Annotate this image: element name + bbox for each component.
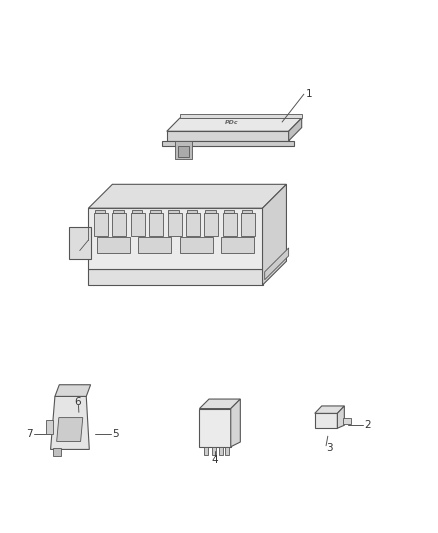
Bar bbox=[241, 213, 255, 236]
Polygon shape bbox=[199, 409, 231, 447]
Polygon shape bbox=[167, 131, 289, 141]
Bar bbox=[149, 213, 163, 236]
Bar bbox=[69, 227, 91, 259]
Text: 6: 6 bbox=[74, 397, 81, 407]
Bar bbox=[187, 210, 197, 213]
Bar bbox=[221, 237, 254, 253]
Polygon shape bbox=[88, 269, 262, 285]
Bar bbox=[95, 210, 106, 213]
Polygon shape bbox=[262, 184, 286, 285]
Bar bbox=[178, 146, 189, 157]
Text: 3: 3 bbox=[326, 443, 333, 453]
Bar bbox=[168, 213, 181, 236]
Bar bbox=[113, 210, 124, 213]
Text: 4: 4 bbox=[212, 455, 219, 465]
Bar bbox=[204, 447, 208, 455]
Polygon shape bbox=[55, 385, 91, 397]
Bar bbox=[219, 447, 223, 455]
Bar bbox=[94, 213, 108, 236]
Bar bbox=[223, 210, 234, 213]
Polygon shape bbox=[265, 248, 289, 280]
Polygon shape bbox=[162, 141, 294, 146]
Bar bbox=[150, 210, 161, 213]
Polygon shape bbox=[57, 418, 83, 441]
Bar bbox=[343, 418, 351, 424]
Bar bbox=[176, 141, 192, 159]
Polygon shape bbox=[180, 114, 302, 118]
Polygon shape bbox=[167, 118, 302, 131]
Bar bbox=[212, 447, 215, 455]
Polygon shape bbox=[337, 406, 344, 428]
Bar bbox=[138, 237, 171, 253]
Bar bbox=[225, 447, 229, 455]
Polygon shape bbox=[315, 406, 344, 414]
Polygon shape bbox=[88, 208, 262, 269]
Bar bbox=[53, 448, 61, 456]
Bar bbox=[132, 210, 142, 213]
Polygon shape bbox=[315, 414, 337, 428]
Bar bbox=[46, 420, 53, 433]
Bar bbox=[169, 210, 179, 213]
Bar bbox=[205, 213, 218, 236]
Polygon shape bbox=[231, 399, 240, 447]
Bar bbox=[131, 213, 145, 236]
Bar bbox=[180, 237, 212, 253]
Text: 2: 2 bbox=[364, 419, 371, 430]
Polygon shape bbox=[289, 118, 302, 141]
Polygon shape bbox=[199, 399, 240, 409]
Bar bbox=[242, 210, 252, 213]
Polygon shape bbox=[88, 184, 286, 208]
Text: 7: 7 bbox=[26, 429, 33, 439]
Text: 1: 1 bbox=[306, 89, 313, 99]
Bar bbox=[205, 210, 215, 213]
Bar bbox=[223, 213, 237, 236]
Text: PDc: PDc bbox=[225, 120, 239, 125]
Bar bbox=[186, 213, 200, 236]
Bar bbox=[97, 237, 130, 253]
Bar bbox=[113, 213, 127, 236]
Polygon shape bbox=[50, 397, 89, 449]
Text: 5: 5 bbox=[113, 429, 119, 439]
